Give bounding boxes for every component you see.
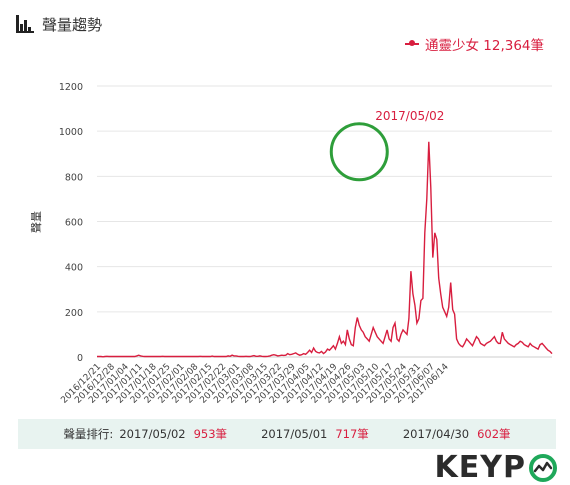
y-tick-label: 1200 <box>59 82 83 93</box>
series-line <box>97 141 553 358</box>
peak-annotation-label: 2017/05/02 <box>375 109 444 123</box>
ranking-value-2: 717筆 <box>335 427 369 441</box>
chart-header: 聲量趨勢 <box>16 10 102 38</box>
y-tick-label: 1000 <box>59 127 83 138</box>
ranking-value-1: 953筆 <box>193 427 228 441</box>
y-tick-label: 400 <box>65 263 83 274</box>
y-tick-label: 0 <box>77 353 83 364</box>
legend-label: 通靈少女 12,364筆 <box>424 38 544 54</box>
legend-marker-icon <box>404 40 419 46</box>
y-tick-label: 800 <box>65 172 83 183</box>
ranking-date-2: 2017/05/01 <box>261 427 328 441</box>
y-axis-label: 聲量 <box>29 211 43 233</box>
x-axis-ticks: 2016/12/212016/12/282017/01/042017/01/11… <box>59 362 451 406</box>
line-chart: 0 200 400 600 800 1000 1200 2016/12/212016/12/… <box>29 82 553 406</box>
ranking-value-3: 602筆 <box>477 427 511 441</box>
logo-text: KEYP <box>434 450 526 485</box>
bar-chart-icon <box>16 15 34 33</box>
o-with-trend-icon <box>529 453 557 482</box>
ranking-date-1: 2017/05/02 <box>119 427 186 441</box>
peak-highlight-circle <box>329 122 389 182</box>
keypo-logo: KEYP <box>435 450 558 485</box>
ranking-bar: 聲量排行: 2017/05/02 953筆 2017/05/01 717筆 20… <box>18 419 556 449</box>
grid <box>97 85 552 358</box>
y-tick-label: 200 <box>65 308 83 319</box>
legend[interactable]: 通靈少女 12,364筆 <box>404 34 544 54</box>
y-axis-ticks: 0 200 400 600 800 1000 1200 <box>59 82 83 364</box>
y-tick-label: 600 <box>65 218 83 229</box>
chart-title: 聲量趨勢 <box>42 15 103 34</box>
ranking-date-3: 2017/04/30 <box>402 427 470 441</box>
ranking-label: 聲量排行: <box>63 427 114 441</box>
